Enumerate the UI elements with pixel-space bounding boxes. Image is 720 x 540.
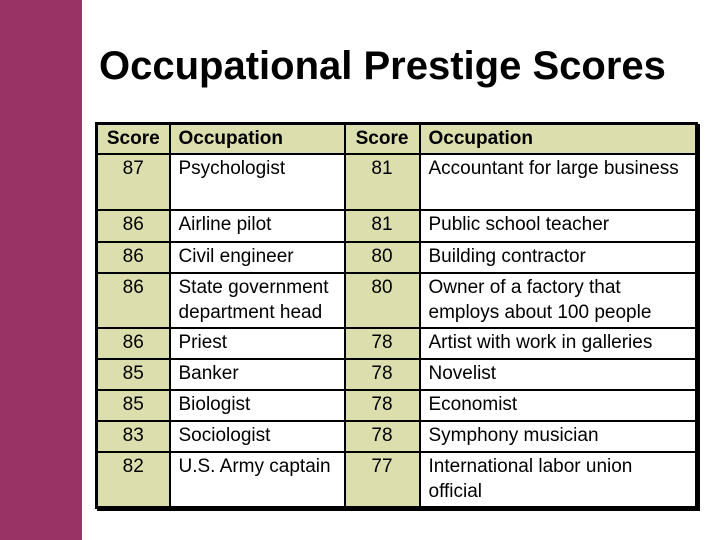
score-cell: 81 xyxy=(343,153,421,212)
header-occupation-right: Occupation xyxy=(418,122,698,156)
header-occupation-left: Occupation xyxy=(168,122,346,156)
slide-title: Occupational Prestige Scores xyxy=(99,44,666,88)
occupation-cell: Biologist xyxy=(168,389,346,423)
score-cell: 85 xyxy=(95,389,171,423)
score-cell: 78 xyxy=(343,389,421,423)
table-row: 86 Airline pilot 81 Public school teache… xyxy=(95,209,698,244)
score-cell: 86 xyxy=(95,327,171,361)
score-cell: 87 xyxy=(95,153,171,212)
occupation-cell: Artist with work in galleries xyxy=(418,327,698,361)
occupation-cell: Banker xyxy=(168,358,346,392)
score-cell: 78 xyxy=(343,358,421,392)
occupation-cell: State government department head xyxy=(168,272,346,330)
occupation-cell: Public school teacher xyxy=(418,209,698,244)
score-cell: 81 xyxy=(343,209,421,244)
occupation-cell: Priest xyxy=(168,327,346,361)
accent-sidebar xyxy=(0,0,82,540)
score-cell: 78 xyxy=(343,327,421,361)
occupation-cell: Airline pilot xyxy=(168,209,346,244)
occupation-cell: U.S. Army captain xyxy=(168,451,346,509)
score-cell: 80 xyxy=(343,272,421,330)
header-score-left: Score xyxy=(95,122,171,156)
score-cell: 80 xyxy=(343,241,421,275)
occupation-cell: Owner of a factory that employs about 10… xyxy=(418,272,698,330)
occupation-cell: Symphony musician xyxy=(418,420,698,454)
score-cell: 77 xyxy=(343,451,421,509)
occupation-cell: International labor union official xyxy=(418,451,698,509)
occupation-cell: Accountant for large business xyxy=(418,153,698,212)
table-row: 87 Psychologist 81 Accountant for large … xyxy=(95,153,698,212)
table-row: 85 Banker 78 Novelist xyxy=(95,358,698,392)
occupation-cell: Novelist xyxy=(418,358,698,392)
table-row: 86 State government department head 80 O… xyxy=(95,272,698,330)
table-row: 85 Biologist 78 Economist xyxy=(95,389,698,423)
score-cell: 82 xyxy=(95,451,171,509)
score-cell: 86 xyxy=(95,272,171,330)
occupation-cell: Civil engineer xyxy=(168,241,346,275)
occupation-cell: Building contractor xyxy=(418,241,698,275)
score-cell: 86 xyxy=(95,241,171,275)
score-cell: 83 xyxy=(95,420,171,454)
table-row: 82 U.S. Army captain 77 International la… xyxy=(95,451,698,509)
table-row: 86 Civil engineer 80 Building contractor xyxy=(95,241,698,275)
occupation-cell: Psychologist xyxy=(168,153,346,212)
score-cell: 78 xyxy=(343,420,421,454)
occupation-cell: Sociologist xyxy=(168,420,346,454)
header-score-right: Score xyxy=(343,122,421,156)
table-row: 83 Sociologist 78 Symphony musician xyxy=(95,420,698,454)
table-header-row: Score Occupation Score Occupation xyxy=(95,122,698,156)
table-row: 86 Priest 78 Artist with work in galleri… xyxy=(95,327,698,361)
score-cell: 86 xyxy=(95,209,171,244)
score-cell: 85 xyxy=(95,358,171,392)
occupation-cell: Economist xyxy=(418,389,698,423)
prestige-scores-table: Score Occupation Score Occupation 87 Psy… xyxy=(95,122,698,509)
